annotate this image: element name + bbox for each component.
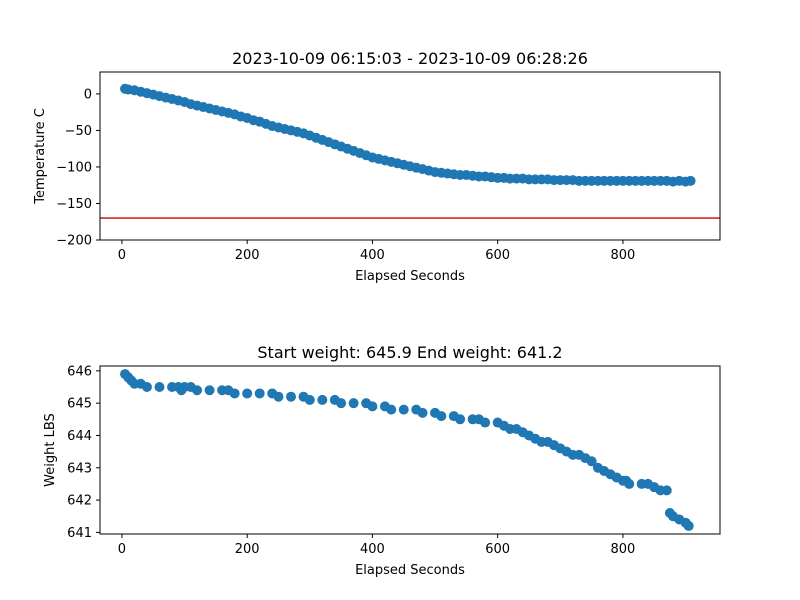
temperature-subplot: 2023-10-09 06:15:03 - 2023-10-09 06:28:2… [33, 49, 721, 284]
temperature-axes-frame [99, 71, 721, 241]
weight-data-point [229, 388, 240, 399]
weight-data-point [192, 385, 203, 396]
weight-data-point [304, 394, 315, 405]
weight-data-point [624, 478, 635, 489]
weight-data-point [273, 391, 284, 402]
weight-y-tick-label: 641 [67, 526, 92, 541]
weight-data-point [661, 485, 672, 496]
temperature-x-tick-label: 800 [611, 248, 636, 263]
weight-y-tick-label: 645 [67, 397, 92, 412]
temperature-y-tick-label: −100 [56, 160, 92, 175]
weight-data-point [154, 382, 165, 392]
weight-plot-area [120, 369, 694, 531]
weight-data-point [417, 407, 428, 418]
weight-x-tick-label: 0 [118, 542, 126, 557]
weight-data-point [141, 382, 152, 392]
temperature-x-axis-label: Elapsed Seconds [355, 269, 465, 284]
weight-y-tick-label: 644 [67, 429, 92, 444]
temperature-x-tick-label: 600 [485, 248, 510, 263]
temperature-x-ticks: 0 200 400 600 800 [118, 240, 636, 263]
weight-data-point [336, 398, 347, 409]
weight-y-tick-label: 642 [67, 494, 92, 509]
weight-x-axis-label: Elapsed Seconds [355, 563, 465, 578]
weight-x-tick-label: 800 [611, 542, 636, 557]
weight-y-ticks: 646 645 644 643 642 641 [67, 364, 100, 541]
weight-data-point [348, 398, 359, 409]
weight-data-point [436, 411, 447, 422]
weight-x-tick-label: 600 [485, 542, 510, 557]
weight-data-point [683, 520, 694, 531]
weight-data-point [286, 391, 297, 402]
temperature-y-tick-label: −150 [56, 197, 92, 212]
temperature-x-tick-label: 200 [235, 248, 260, 263]
weight-axes-frame [99, 365, 721, 535]
temperature-data-point [685, 175, 696, 186]
weight-chart-title: Start weight: 645.9 End weight: 641.2 [257, 343, 562, 362]
weight-subplot: Start weight: 645.9 End weight: 641.2 0 2… [43, 343, 721, 578]
temperature-x-tick-label: 0 [118, 248, 126, 263]
weight-y-tick-label: 646 [67, 364, 92, 379]
temperature-y-tick-label: −50 [65, 124, 92, 139]
weight-x-tick-label: 400 [360, 542, 385, 557]
temperature-y-tick-label: −200 [56, 234, 92, 249]
weight-data-point [367, 401, 378, 412]
weight-x-tick-label: 200 [235, 542, 260, 557]
weight-data-point [398, 404, 409, 415]
weight-data-point [386, 404, 397, 415]
temperature-chart-title: 2023-10-09 06:15:03 - 2023-10-09 06:28:2… [232, 49, 588, 68]
temperature-x-tick-label: 400 [360, 248, 385, 263]
weight-y-tick-label: 643 [67, 461, 92, 476]
weight-data-point [586, 456, 597, 467]
weight-x-ticks: 0 200 400 600 800 [118, 534, 636, 557]
weight-data-point [317, 394, 328, 405]
weight-data-point [480, 417, 491, 428]
temperature-plot-area [100, 83, 720, 219]
weight-data-point [242, 388, 253, 399]
weight-data-point [254, 388, 265, 399]
weight-data-point [455, 414, 466, 425]
temperature-y-tick-label: 0 [84, 87, 92, 102]
weight-y-axis-label: Weight LBS [43, 413, 58, 487]
temperature-y-ticks: 0 −50 −100 −150 −200 [56, 87, 100, 249]
weight-data-point [204, 385, 215, 396]
temperature-y-axis-label: Temperature C [33, 108, 48, 205]
